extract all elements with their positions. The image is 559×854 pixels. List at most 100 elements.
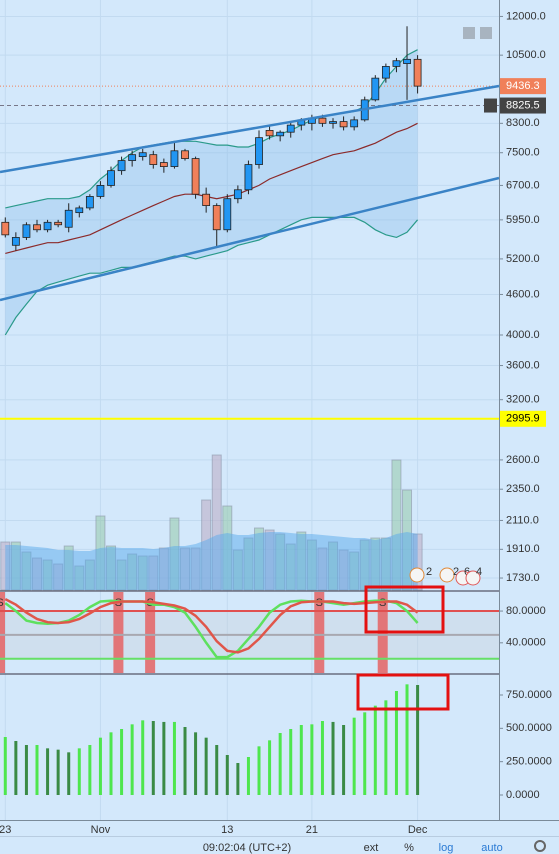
volume-ma-area	[5, 532, 418, 590]
candle-body	[191, 158, 200, 195]
histogram-bar	[215, 745, 219, 795]
histogram-bar	[278, 733, 282, 795]
candle-body	[107, 170, 115, 186]
histogram-bar	[77, 748, 81, 795]
event-label[interactable]: 2	[453, 566, 459, 578]
histogram-bar	[172, 721, 176, 795]
histogram-bar	[268, 740, 272, 795]
y-tick-label: 2110.0	[506, 514, 539, 526]
footer-button[interactable]: ext	[364, 842, 379, 854]
histogram-bar	[204, 737, 208, 795]
y-tick-label: 2350.0	[506, 483, 540, 495]
histogram-bar	[67, 752, 71, 795]
histogram-bar	[416, 685, 420, 795]
event-icon[interactable]	[409, 567, 425, 583]
event-label[interactable]: 2	[426, 566, 432, 578]
y-tick-label: 8300.0	[506, 117, 540, 129]
candle-body	[128, 154, 137, 161]
histogram-bar	[225, 755, 229, 795]
x-tick-label: 23	[0, 824, 11, 836]
histogram-bar	[46, 748, 50, 795]
histogram-bar	[246, 757, 250, 795]
candle-body	[329, 121, 337, 124]
histogram-bar	[88, 745, 92, 795]
histogram-bar	[120, 729, 124, 795]
histogram-bar	[14, 741, 18, 795]
histogram-bar	[373, 705, 377, 795]
histogram-bar	[394, 691, 398, 795]
event-icon[interactable]	[465, 570, 481, 586]
candle-body	[33, 224, 41, 231]
candle-body	[64, 209, 73, 228]
histogram-bar	[405, 684, 409, 795]
histogram-bar	[35, 745, 39, 795]
hline-price-label: 2995.9	[506, 413, 540, 425]
histogram-bar	[363, 712, 367, 795]
histogram-bar	[384, 700, 388, 795]
highlight-box	[356, 673, 450, 711]
marker-price-label-bg	[500, 97, 546, 114]
signal-bar	[0, 592, 5, 673]
event-icon[interactable]	[439, 567, 455, 583]
x-tick-label: Nov	[91, 824, 111, 836]
marker-price-label: 8825.5	[506, 99, 540, 111]
band-line	[5, 122, 418, 254]
candle-body	[403, 58, 411, 64]
highlight-box	[364, 585, 445, 634]
candle-body	[149, 154, 158, 165]
candle-body	[159, 162, 168, 167]
stoch-d-line	[4, 597, 419, 654]
y-tick-label: 500.0000	[506, 722, 552, 734]
y-tick-label: 5950.0	[506, 214, 540, 226]
event-label[interactable]: 6	[464, 566, 470, 578]
candle-body	[350, 119, 359, 128]
settings-icon[interactable]	[534, 840, 546, 852]
y-tick-label: 1910.0	[506, 543, 540, 555]
candle-body	[413, 58, 422, 87]
y-tick-label: 6700.0	[506, 179, 540, 191]
candle-body	[244, 164, 253, 191]
candle-body	[392, 60, 401, 67]
footer-button[interactable]: %	[404, 842, 414, 854]
toolbar-icon[interactable]	[463, 27, 475, 39]
histogram-bar	[162, 721, 166, 795]
histogram-bar	[141, 720, 145, 795]
candle-body	[212, 205, 221, 231]
candle-body	[85, 196, 94, 209]
candle-body	[318, 117, 327, 124]
y-tick-label: 750.0000	[506, 689, 552, 701]
y-tick-label: 12000.0	[506, 10, 546, 22]
x-tick-label: 21	[306, 824, 318, 836]
trend-line	[0, 176, 500, 302]
histogram-bar	[109, 732, 113, 795]
candle-body	[233, 189, 242, 200]
footer-button[interactable]: log	[439, 842, 454, 854]
footer-button[interactable]: auto	[481, 842, 502, 854]
candle-body	[339, 121, 348, 128]
y-tick-label: 10500.0	[506, 49, 546, 61]
candle-body	[43, 221, 52, 231]
candle-body	[11, 237, 20, 246]
crosshair-button	[484, 98, 497, 113]
candle-body	[202, 193, 211, 206]
y-tick-label: 3600.0	[506, 359, 540, 371]
signal-bar	[145, 592, 156, 673]
y-tick-label: 1730.0	[506, 572, 540, 584]
histogram-bar	[56, 749, 60, 795]
candle-body	[276, 131, 285, 137]
y-tick-label: 4000.0	[506, 329, 540, 341]
candle-body	[96, 185, 105, 197]
histogram-bar	[130, 724, 134, 795]
last-price-label: 9436.3	[506, 80, 540, 92]
candle-body	[265, 130, 274, 137]
y-tick-label: 80.0000	[506, 605, 546, 617]
signal-label: S	[0, 597, 4, 609]
histogram-bar	[352, 717, 356, 795]
histogram-bar	[320, 721, 324, 795]
histogram-bar	[289, 729, 293, 795]
toolbar-icon[interactable]	[480, 27, 492, 39]
event-label[interactable]: 4	[476, 566, 482, 578]
candle-body	[181, 150, 189, 159]
